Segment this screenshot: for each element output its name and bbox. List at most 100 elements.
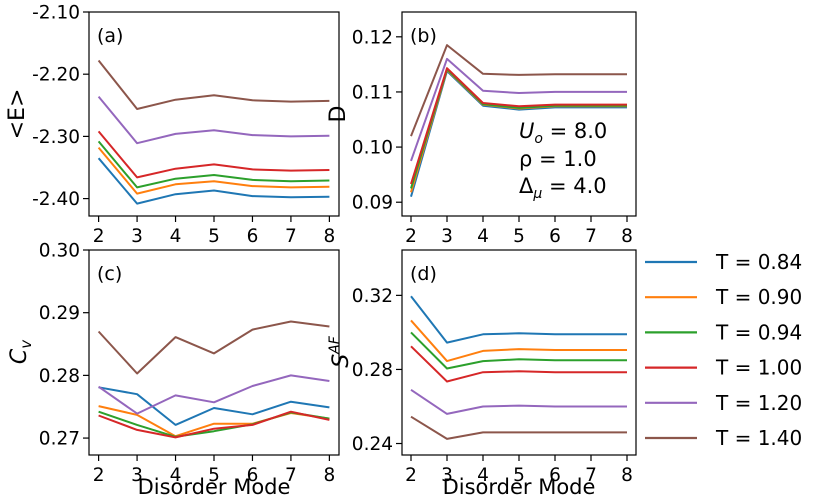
- panel-a-y-tick-label: -2.10: [32, 3, 80, 24]
- panel-c-frame: [88, 249, 340, 456]
- panel-d-x-tick-label: 4: [477, 465, 489, 486]
- panel-b-x-tick-label: 4: [477, 226, 489, 247]
- panel-b-series-line-4: [410, 67, 627, 185]
- panel-c: 0.27 0.28 0.29 0.30 2 3 4 5 6 7 8 (c) Cv Disorder…: [7, 241, 340, 499]
- panel-b-series: [410, 44, 627, 197]
- panel-a-y-ticks: -2.10 -2.20 -2.30 -2.40: [32, 3, 89, 210]
- panel-b-y-ticks: 0.09 0.10 0.11 0.12: [352, 27, 402, 214]
- panel-d-y-label-superscript: AF: [327, 335, 343, 355]
- panel-b-x-ticks: 2 3 4 5 6 7 8: [405, 216, 633, 247]
- panel-d-y-ticks: 0.24 0.28 0.32: [352, 286, 402, 455]
- legend-entry-label: T = 1.20: [715, 391, 802, 415]
- panel-c-x-ticks: 2 3 4 5 6 7 8: [93, 455, 335, 486]
- panel-a-frame: [88, 11, 340, 217]
- panel-c-y-ticks: 0.27 0.28 0.29 0.30: [39, 241, 89, 450]
- annotation-u0-value: = 8.0: [543, 119, 607, 143]
- panel-d-x-axis-label: Disorder Mode: [443, 475, 596, 499]
- panel-c-x-tick-label: 8: [323, 465, 335, 486]
- panel-a-series-line-3: [97, 140, 330, 189]
- panel-a-series-line-2: [97, 146, 330, 195]
- panel-a-y-axis-label: <E>: [5, 89, 30, 140]
- panel-b-x-tick-label: 2: [405, 226, 417, 247]
- panel-b-y-tick-label: 0.09: [352, 193, 393, 214]
- panel-d-series-line-5: [410, 388, 627, 415]
- panel-a-series-line-1: [97, 157, 330, 205]
- panel-c-series-line-5: [98, 374, 330, 415]
- panel-d-frame: [401, 249, 637, 456]
- panel-a-series-line-5: [97, 95, 330, 145]
- panel-a-y-tick-label: -2.40: [32, 189, 80, 210]
- panel-d-y-label-symbol: S: [329, 354, 354, 368]
- panel-d-x-tick-label: 3: [441, 465, 453, 486]
- legend-entry-label: T = 0.90: [715, 285, 802, 309]
- panel-c-series-line-1: [98, 386, 330, 426]
- panel-b-series-line-5: [410, 57, 627, 162]
- annotation-delta-symbol: Δ: [519, 174, 534, 198]
- panel-d-series-line-2: [410, 319, 627, 363]
- panel-b-x-tick-label: 6: [549, 226, 561, 247]
- panel-d-label: (d): [410, 263, 437, 285]
- panel-d-series: [410, 295, 627, 440]
- panel-a-x-tick-label: 3: [131, 226, 143, 247]
- panel-a-x-tick-label: 5: [208, 226, 220, 247]
- panel-c-x-tick-label: 7: [285, 465, 297, 486]
- panel-c-series-line-6: [97, 320, 330, 375]
- panel-a-y-tick-label: -2.20: [32, 65, 80, 86]
- panel-c-y-label-subscript: v: [17, 339, 35, 349]
- panel-c-x-axis-label: Disorder Mode: [138, 475, 291, 499]
- panel-c-y-label-symbol: C: [7, 348, 32, 364]
- panel-b-y-axis-label: D: [326, 106, 351, 123]
- legend-entry-label: T = 0.94: [715, 320, 802, 344]
- annotation-delta-subscript: μ: [532, 186, 542, 202]
- panel-b-x-tick-label: 8: [621, 226, 633, 247]
- legend-entry-label: T = 1.40: [715, 426, 802, 450]
- panel-b-y-tick-label: 0.12: [352, 27, 393, 48]
- panel-c-x-tick-label: 4: [170, 465, 182, 486]
- panel-c-series: [97, 320, 330, 439]
- panel-b-x-tick-label: 5: [513, 226, 525, 247]
- legend-entry-label: T = 1.00: [715, 356, 802, 380]
- panel-b-x-tick-label: 7: [585, 226, 597, 247]
- panel-d-x-tick-label: 5: [513, 465, 525, 486]
- panel-a-series-line-4: [97, 130, 330, 179]
- panel-c-x-tick-label: 2: [93, 465, 105, 486]
- panel-d-y-tick-label: 0.24: [352, 434, 393, 455]
- panel-d-x-tick-label: 6: [549, 465, 561, 486]
- panel-a-y-tick-label: -2.30: [32, 127, 80, 148]
- panel-c-y-tick-label: 0.30: [39, 241, 80, 262]
- panel-b-y-tick-label: 0.11: [352, 82, 393, 103]
- panel-d-x-tick-label: 2: [405, 465, 417, 486]
- panel-a-x-tick-label: 2: [93, 226, 105, 247]
- panel-c-x-tick-label: 5: [208, 465, 220, 486]
- panel-c-x-tick-label: 3: [131, 465, 143, 486]
- panel-c-y-axis-label: Cv: [7, 339, 35, 364]
- panel-d-x-tick-label: 7: [585, 465, 597, 486]
- panel-a-x-tick-label: 7: [285, 226, 297, 247]
- panel-b-label: (b): [410, 25, 437, 47]
- panel-a-x-tick-label: 4: [170, 226, 182, 247]
- annotation-delta-mu: Δμ = 4.0: [519, 174, 607, 202]
- panel-d-series-line-6: [410, 415, 627, 440]
- panel-d-y-tick-label: 0.32: [352, 286, 393, 307]
- panel-c-y-tick-label: 0.29: [39, 303, 80, 324]
- panel-a-series-line-6: [97, 59, 330, 110]
- annotation-rho: ρ = 1.0: [519, 147, 597, 171]
- panel-d-series-line-4: [410, 345, 627, 383]
- panel-d-series-line-3: [410, 331, 627, 370]
- panel-d-x-tick-label: 8: [621, 465, 633, 486]
- annotation-u0-subscript: o: [534, 131, 543, 147]
- panel-d-x-ticks: 2 3 4 5 6 7 8: [405, 455, 633, 486]
- panel-b-series-line-6: [410, 44, 627, 137]
- legend-entry-label: T = 0.84: [715, 250, 802, 274]
- panel-a-x-ticks: 2 3 4 5 6 7 8: [93, 216, 335, 247]
- panel-c-x-tick-label: 6: [247, 465, 259, 486]
- panel-d-y-tick-label: 0.28: [352, 360, 393, 381]
- panel-d: 0.24 0.28 0.32 2 3 4 5 6 7 8 (d) SAF Disorder Mo…: [327, 249, 637, 499]
- panel-a-x-tick-label: 8: [323, 226, 335, 247]
- panel-b-y-tick-label: 0.10: [352, 138, 393, 159]
- panel-c-series-line-4: [98, 410, 330, 439]
- parameter-annotation: Uo = 8.0 ρ = 1.0 Δμ = 4.0: [519, 119, 607, 202]
- panel-a-x-tick-label: 6: [247, 226, 259, 247]
- panel-d-series-line-1: [410, 295, 627, 344]
